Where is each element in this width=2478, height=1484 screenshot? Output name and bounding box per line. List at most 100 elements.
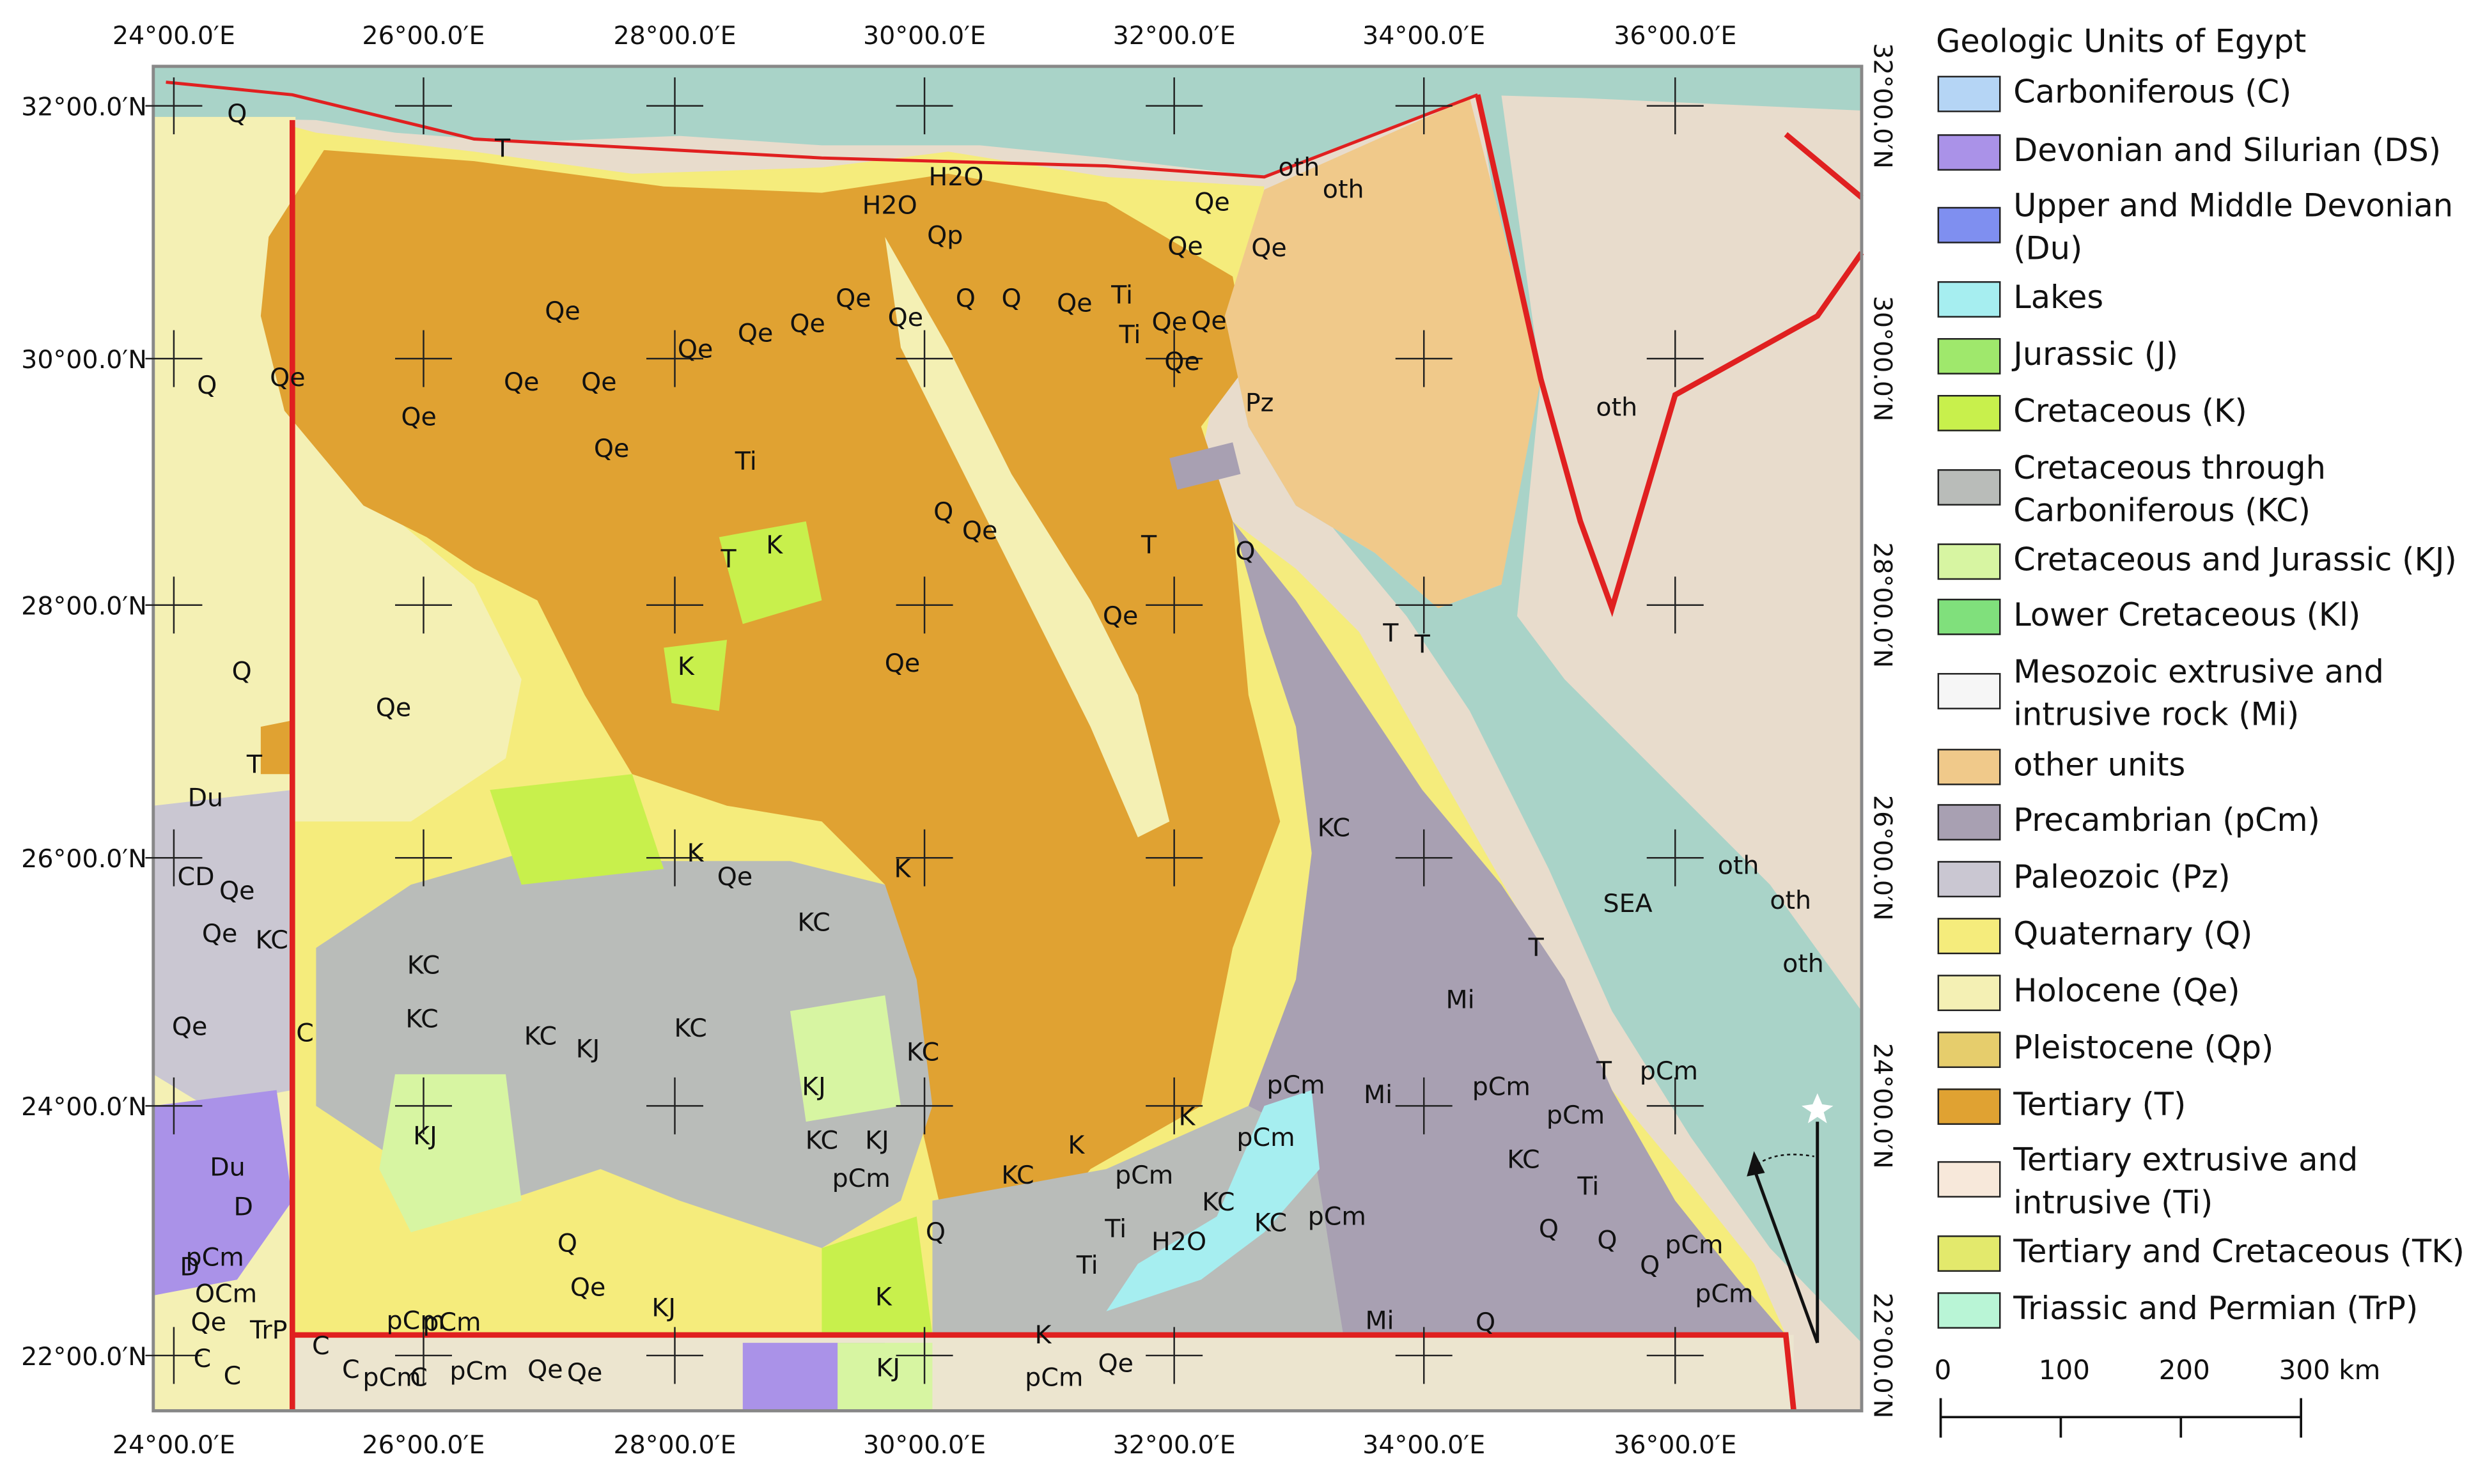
- unit-label: KJ: [651, 1294, 676, 1323]
- unit-label: Ti: [1118, 320, 1141, 350]
- unit-label: C: [194, 1344, 212, 1373]
- unit-label: KJ: [413, 1121, 437, 1150]
- unit-label: KC: [1318, 813, 1350, 842]
- unit-label: Mi: [1446, 985, 1475, 1015]
- unit-label: K: [894, 854, 912, 884]
- unit-label: KJ: [876, 1354, 900, 1383]
- unit-label: pCm: [1472, 1072, 1531, 1102]
- mediterranean-sea: [153, 66, 1862, 177]
- unit-label: D: [180, 1252, 199, 1281]
- unit-label: Qe: [1194, 187, 1229, 217]
- arrow-line: [1752, 1168, 1820, 1343]
- legend-swatch: [1937, 1292, 2001, 1329]
- unit-label: pCm: [449, 1357, 508, 1386]
- legend-swatch: [1937, 206, 2001, 243]
- unit-label: pCm: [386, 1306, 444, 1336]
- lat-label: 24°00.0′N: [21, 1092, 147, 1122]
- lon-label: 26°00.0′E: [362, 21, 485, 50]
- scale-label: 0: [1934, 1355, 1952, 1387]
- unit-label: KJ: [576, 1034, 600, 1063]
- coordinate-labels: 24°00.0′E 24°00.0′E 26°00.0′E 26°00.0′E 28°0…: [21, 21, 1897, 1460]
- unit-label: Qp: [927, 220, 963, 250]
- lon-label: 28°00.0′E: [613, 21, 736, 50]
- lat-label: 30°00.0′N: [1868, 296, 1897, 422]
- scale-label: 100: [2038, 1355, 2091, 1387]
- arrow-head: [1747, 1151, 1765, 1177]
- unit-label: pCm: [1236, 1123, 1295, 1152]
- unit-label: H2O: [1151, 1227, 1206, 1256]
- unit-label: Q: [227, 99, 247, 128]
- unit-label: Q: [956, 284, 976, 313]
- legend-label: Devonian and Silurian (DS): [2013, 131, 2442, 169]
- unit-label: Du: [188, 783, 224, 812]
- unit-label: Qe: [401, 403, 436, 432]
- unit-label: Qe: [376, 693, 411, 722]
- unit-label: Qe: [678, 334, 713, 364]
- lon-label: 32°00.0′E: [1113, 21, 1236, 50]
- coast: [166, 81, 1479, 179]
- unit-label: Qe: [1251, 233, 1286, 263]
- borders: [166, 81, 1864, 1411]
- unit-label: Qe: [219, 876, 254, 906]
- legend-label: Lower Cretaceous (Kl): [2013, 595, 2361, 634]
- lat-label: 32°00.0′N: [21, 92, 147, 121]
- unit-label: K: [687, 839, 705, 868]
- lat-label: 32°00.0′N: [1868, 43, 1897, 169]
- unit-label: Q: [926, 1217, 946, 1247]
- legend-label: Lakes: [2013, 278, 2104, 316]
- unit-label: Qe: [717, 862, 752, 892]
- libya-patch: [153, 1090, 293, 1295]
- unit-label: Q: [557, 1228, 577, 1258]
- unit-label: Ti: [1110, 281, 1133, 310]
- unit-label: Q: [1539, 1214, 1559, 1244]
- map-body: [153, 66, 1862, 1411]
- unit-label: KC: [797, 908, 830, 938]
- border: [292, 1332, 1796, 1411]
- legend-swatch: [1937, 598, 2001, 635]
- legend-swatch: [1937, 75, 2001, 112]
- unit-label: H2O: [862, 190, 917, 220]
- sudan-strip: [292, 1334, 1794, 1411]
- lon-label: 26°00.0′E: [362, 1430, 485, 1460]
- unit-label: Qe: [738, 319, 773, 348]
- legend: Geologic Units of Egypt Carboniferous (C…: [1931, 0, 2478, 1483]
- unit-label: Q: [232, 657, 252, 686]
- unit-label: T: [1382, 619, 1399, 648]
- unit-label: pCm: [1640, 1056, 1698, 1086]
- unit-label: Pz: [1245, 388, 1274, 417]
- lat-label: 22°00.0′N: [21, 1342, 147, 1372]
- legend-label: Triassic and Permian (TrP): [2013, 1289, 2419, 1327]
- unit-label: pCm: [1665, 1230, 1723, 1260]
- unit-label: Qe: [570, 1273, 605, 1302]
- unit-label: KC: [1507, 1145, 1539, 1174]
- unit-label: KC: [907, 1037, 939, 1067]
- unit-label: Qe: [172, 1012, 207, 1042]
- unit-label: D: [233, 1193, 253, 1222]
- unit-label: Q: [1640, 1251, 1660, 1280]
- unit-label: Qe: [1164, 347, 1199, 376]
- unit-label: Qe: [504, 367, 539, 397]
- legend-label: Cretaceous (K): [2013, 392, 2247, 430]
- unit-label: KJ: [865, 1126, 889, 1156]
- unit-label: Qe: [962, 516, 997, 546]
- legend-swatch: [1937, 1161, 2001, 1198]
- legend-label: Mesozoic extrusive and intrusive rock (M…: [2013, 652, 2384, 733]
- lat-label: 28°00.0′N: [1868, 542, 1897, 668]
- legend-swatch: [1937, 918, 2001, 955]
- pcm-sinai: [1169, 442, 1241, 490]
- unit-label: Q: [1476, 1308, 1495, 1337]
- sudan-patch: [838, 1343, 933, 1411]
- unit-label: Mi: [1365, 1306, 1394, 1336]
- lake-nasser: [1106, 1090, 1320, 1311]
- lon-label: 34°00.0′E: [1362, 21, 1485, 50]
- unit-label: pCm: [1695, 1279, 1753, 1308]
- unit-label: T: [1528, 933, 1545, 962]
- legend-swatch: [1937, 975, 2001, 1012]
- unit-label: KC: [1001, 1161, 1034, 1190]
- lat-label: 30°00.0′N: [21, 345, 147, 375]
- kj-patch: [790, 995, 901, 1122]
- legend-label: other units: [2013, 745, 2186, 784]
- unit-label: KC: [806, 1126, 838, 1156]
- unit-label: C: [224, 1361, 242, 1391]
